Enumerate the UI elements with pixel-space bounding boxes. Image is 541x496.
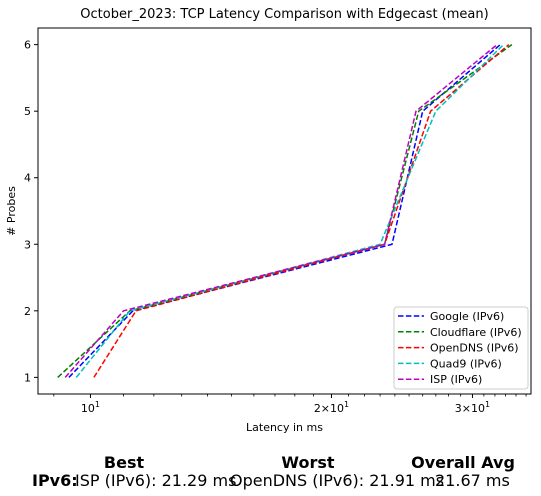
- x-tick-label: 101: [81, 400, 100, 415]
- x-axis-label: Latency in ms: [246, 421, 323, 434]
- chart-title: October_2023: TCP Latency Comparison wit…: [80, 7, 488, 22]
- series-line-cloudflare-ipv6: [57, 43, 513, 378]
- legend-label: Google (IPv6): [430, 310, 504, 323]
- legend-label: ISP (IPv6): [430, 373, 482, 386]
- overall-avg-value: 21.67 ms: [435, 471, 510, 490]
- ticks-layer: 1 2 3 4 5 6 101 2×101 3×101: [24, 39, 527, 415]
- series-line-isp-ipv6: [64, 44, 498, 378]
- y-tick-label: 2: [24, 305, 31, 318]
- plot-area: [37, 27, 532, 395]
- y-tick-label: 4: [24, 172, 31, 185]
- legend: Google (IPv6) Cloudflare (IPv6) OpenDNS (I…: [393, 306, 529, 390]
- legend-label: Cloudflare (IPv6): [430, 326, 522, 339]
- latency-chart: October_2023: TCP Latency Comparison wit…: [5, 7, 532, 434]
- y-axis-label: # Probes: [5, 186, 18, 236]
- x-tick-label: 3×101: [455, 400, 490, 415]
- x-tick-label: 2×101: [314, 400, 349, 415]
- legend-label: Quad9 (IPv6): [430, 357, 502, 370]
- series-line-quad9-ipv6: [75, 44, 505, 378]
- worst-header: Worst: [281, 453, 335, 472]
- overall-avg-header: Overall Avg: [411, 453, 515, 472]
- best-header: Best: [103, 453, 145, 472]
- y-tick-label: 3: [24, 238, 31, 251]
- y-tick-label: 6: [24, 39, 31, 52]
- best-value: ISP (IPv6): 21.29 ms: [75, 471, 237, 490]
- series-layer: [57, 43, 513, 378]
- series-line-google-ipv6: [68, 44, 501, 378]
- worst-value: OpenDNS (IPv6): 21.91 ms: [230, 471, 445, 490]
- legend-label: OpenDNS (IPv6): [430, 342, 519, 355]
- y-tick-label: 5: [24, 105, 31, 118]
- row-label: IPv6:: [32, 471, 78, 490]
- y-tick-label: 1: [24, 371, 31, 384]
- legend-box: [393, 306, 529, 390]
